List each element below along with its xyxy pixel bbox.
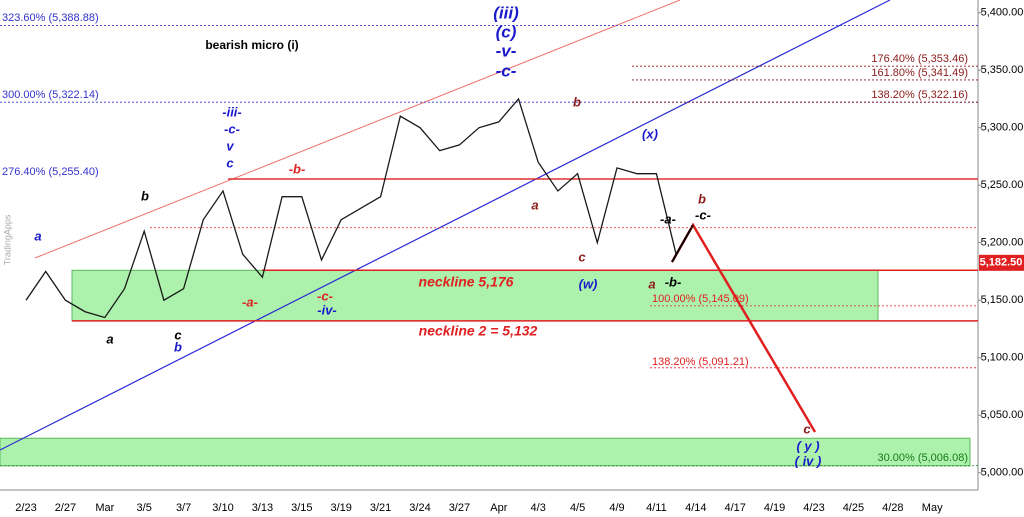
- x-tick-label: Apr: [490, 502, 507, 514]
- x-tick-label: 3/19: [330, 502, 351, 514]
- wave-label: (x): [642, 126, 658, 141]
- x-tick-label: 4/25: [843, 502, 864, 514]
- x-tick-label: May: [922, 502, 943, 514]
- y-tick-label: 5,350.00: [981, 64, 1024, 76]
- x-tick-label: 4/19: [764, 502, 785, 514]
- neckline-label: neckline 5,176: [419, 274, 514, 290]
- neckline-label: neckline 2 = 5,132: [419, 323, 538, 339]
- wave-label: c: [174, 327, 182, 342]
- last-price-box: [979, 254, 1024, 271]
- x-tick-label: 4/5: [570, 502, 585, 514]
- y-tick-label: 5,400.00: [981, 7, 1024, 19]
- x-tick-label: 4/28: [882, 502, 903, 514]
- wave-label: -c-: [695, 207, 711, 222]
- x-tick-label: 3/24: [409, 502, 430, 514]
- x-tick-label: 3/15: [291, 502, 312, 514]
- wave-label: a: [106, 331, 113, 346]
- y-tick-label: 5,150.00: [981, 294, 1024, 306]
- wave-label: -a-: [660, 211, 676, 226]
- level-label: 323.60% (5,388.88): [2, 12, 99, 24]
- wave-label: -iii-: [222, 104, 242, 119]
- wave-label: -b-: [289, 161, 306, 176]
- wave-label: b: [141, 188, 149, 203]
- wave-label: -b-: [665, 274, 682, 289]
- wave-label: c: [226, 155, 234, 170]
- x-tick-label: 2/23: [15, 502, 36, 514]
- y-tick-label: 5,000.00: [981, 467, 1024, 479]
- wave-label: -c-: [317, 288, 333, 303]
- x-tick-label: 3/21: [370, 502, 391, 514]
- level-label: 138.20% (5,091.21): [652, 356, 749, 368]
- plot-area: [0, 0, 978, 490]
- wave-label: b: [573, 94, 581, 109]
- level-label: 30.00% (5,006.08): [877, 452, 968, 464]
- x-tick-label: 3/27: [449, 502, 470, 514]
- x-tick-label: Mar: [95, 502, 114, 514]
- x-tick-label: 4/23: [803, 502, 824, 514]
- x-tick-label: 3/7: [176, 502, 191, 514]
- level-label: 138.20% (5,322.16): [871, 89, 968, 101]
- x-tick-label: 3/5: [137, 502, 152, 514]
- wave-label: (w): [579, 276, 598, 291]
- price-line: [25, 97, 677, 319]
- wave-label: -v-: [496, 41, 517, 60]
- zone: [0, 437, 971, 467]
- last-price-label: 5,182.50: [980, 257, 1023, 269]
- wave-label: -a-: [242, 294, 258, 309]
- wave-label: (c): [496, 22, 517, 41]
- x-tick-label: 4/17: [724, 502, 745, 514]
- wave-label: a: [648, 276, 655, 291]
- wave-label: -iv-: [317, 302, 337, 317]
- x-tick-label: 4/9: [609, 502, 624, 514]
- x-tick-label: 3/10: [212, 502, 233, 514]
- trend-line: [0, 0, 891, 451]
- wave-label: -c-: [224, 121, 240, 136]
- wave-label: ( y ): [796, 438, 819, 453]
- wave-label: a: [531, 197, 538, 212]
- wave-label: bearish micro (i): [205, 38, 298, 52]
- wave-label: (iii): [493, 3, 519, 22]
- wave-label: b: [698, 191, 706, 206]
- y-tick-label: 5,250.00: [981, 179, 1024, 191]
- trend-line: [34, 0, 681, 259]
- wave-label: a: [34, 228, 41, 243]
- level-label: 276.40% (5,255.40): [2, 166, 99, 178]
- level-label: 176.40% (5,353.46): [871, 53, 968, 65]
- x-tick-label: 3/13: [252, 502, 273, 514]
- wave-label: b: [174, 339, 182, 354]
- wave-label: ( iv ): [795, 453, 822, 468]
- level-label: 100.00% (5,145.09): [652, 293, 749, 305]
- wave-label: v: [226, 138, 234, 153]
- wave-label: -c-: [496, 61, 517, 80]
- y-tick-label: 5,300.00: [981, 122, 1024, 134]
- y-tick-label: 5,200.00: [981, 237, 1024, 249]
- level-label: 161.80% (5,341.49): [871, 67, 968, 79]
- x-tick-label: 4/3: [531, 502, 546, 514]
- watermark: TradingApps: [2, 214, 12, 265]
- x-tick-label: 4/11: [646, 502, 667, 514]
- x-tick-label: 4/14: [685, 502, 706, 514]
- wave-label: c: [578, 249, 586, 264]
- wave-label: c: [803, 421, 811, 436]
- projection: [671, 224, 694, 263]
- level-label: 300.00% (5,322.14): [2, 89, 99, 101]
- y-tick-label: 5,050.00: [981, 409, 1024, 421]
- y-tick-label: 5,100.00: [981, 352, 1024, 364]
- x-tick-label: 2/27: [55, 502, 76, 514]
